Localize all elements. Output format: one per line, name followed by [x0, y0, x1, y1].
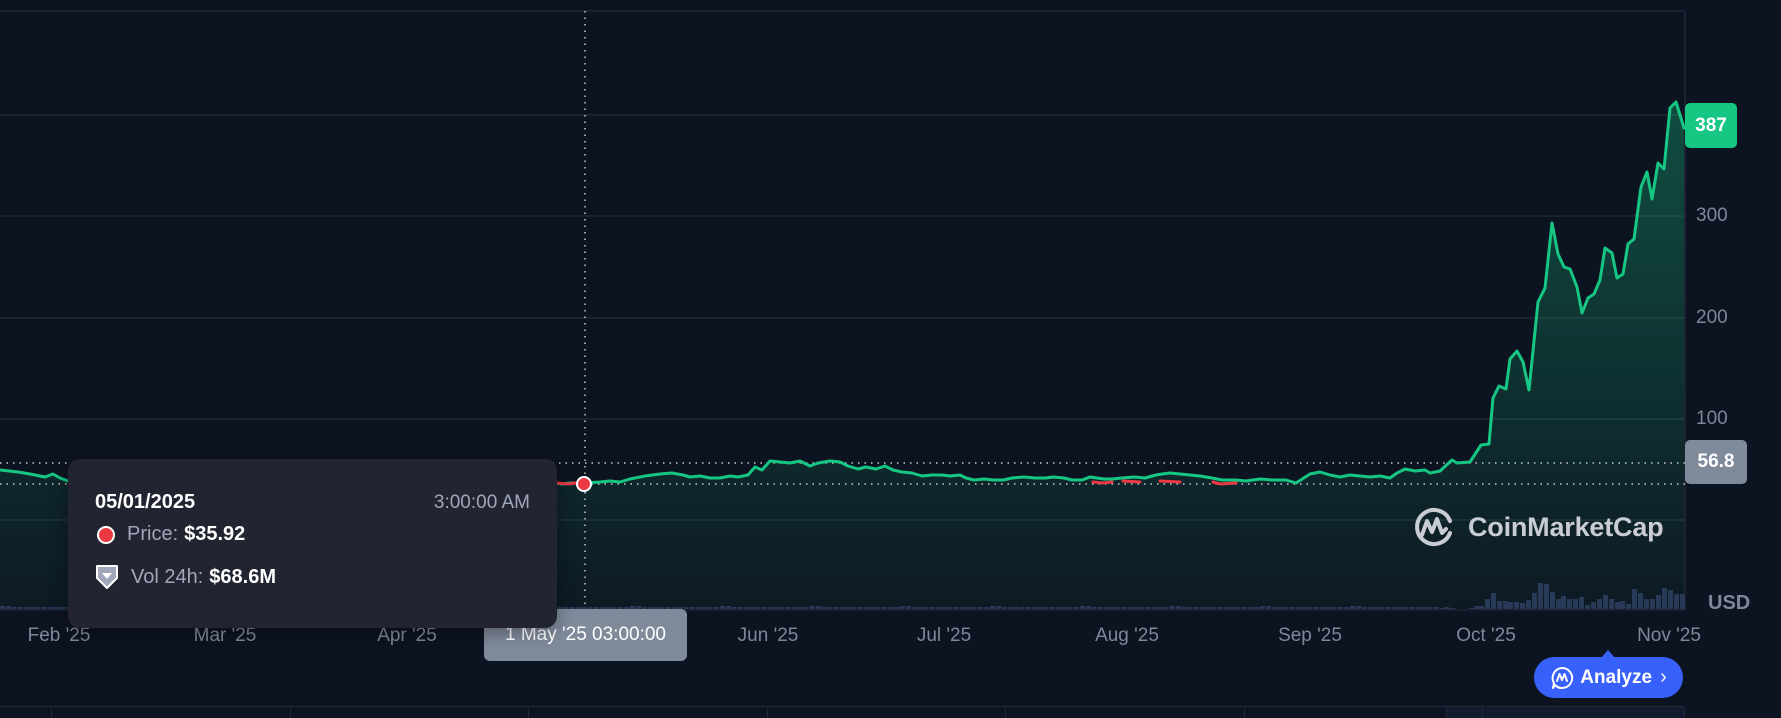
tooltip-volume-row: Vol 24h: $68.6M	[95, 564, 276, 590]
tooltip-time: 3:00:00 AM	[433, 492, 530, 513]
tooltip-price-value: $35.92	[184, 523, 246, 545]
navigator-divider	[1244, 707, 1245, 718]
x-axis-label: Aug '25	[1095, 625, 1159, 646]
y-axis-label: 200	[1696, 307, 1728, 328]
x-axis-label: Apr '25	[377, 625, 437, 646]
coinmarketcap-logo-icon	[1415, 508, 1452, 546]
analyze-button[interactable]: Analyze ›	[1534, 650, 1683, 698]
y-axis-label: 100	[1696, 408, 1728, 429]
x-axis-label: Nov '25	[1637, 625, 1701, 646]
price-line	[0, 100, 1686, 486]
tooltip-price-row: Price: $35.92	[95, 523, 245, 546]
price-line-down-segment	[1211, 480, 1238, 486]
chevron-right-icon: ›	[1660, 666, 1667, 688]
navigator-handle-right[interactable]	[1684, 707, 1685, 718]
x-axis-label: Oct '25	[1456, 625, 1516, 646]
x-axis-label: Jun '25	[737, 625, 799, 646]
crosshair-point-marker	[576, 476, 592, 492]
navigator-divider	[290, 707, 291, 718]
price-dot-icon	[97, 525, 115, 544]
navigator-divider	[51, 707, 52, 718]
x-axis-label: Jul '25	[916, 625, 972, 646]
volume-shield-icon	[96, 565, 118, 589]
price-line-down-segment	[1121, 479, 1142, 484]
gridlines	[0, 10, 1685, 521]
tooltip-price-label: Price:	[127, 523, 179, 545]
x-axis-label: Sep '25	[1278, 625, 1342, 646]
navigator-divider	[1482, 707, 1483, 718]
time-range-navigator[interactable]	[0, 706, 1685, 718]
y-axis-label: 300	[1696, 205, 1728, 226]
tooltip-date: 05/01/2025	[95, 491, 196, 513]
price-tooltip: 05/01/2025 3:00:00 AM Price: $35.92 Vol …	[68, 459, 557, 628]
navigator-divider	[1005, 707, 1006, 718]
price-line-down-segment	[1091, 480, 1114, 485]
navigator-divider	[528, 707, 529, 718]
cmc-ai-chat-icon	[1551, 666, 1574, 689]
crosshair-price-badge: 56.8	[1685, 440, 1747, 484]
navigator-divider	[767, 707, 768, 718]
watermark-text: CoinMarketCap	[1468, 511, 1664, 542]
price-line-down-segment	[1158, 479, 1182, 484]
last-price-badge: 387	[1685, 103, 1737, 148]
tooltip-volume-value: $68.6M	[209, 565, 277, 588]
coinmarketcap-watermark: CoinMarketCap	[1412, 505, 1664, 549]
x-axis-label: Feb '25	[27, 625, 91, 646]
x-axis-label: Mar '25	[193, 625, 257, 646]
navigator-handle-left[interactable]	[1446, 707, 1447, 718]
currency-label: USD	[1708, 592, 1751, 614]
tooltip-volume-label: Vol 24h:	[131, 565, 204, 588]
navigator-selection[interactable]	[1446, 707, 1684, 718]
analyze-label: Analyze	[1580, 666, 1653, 688]
